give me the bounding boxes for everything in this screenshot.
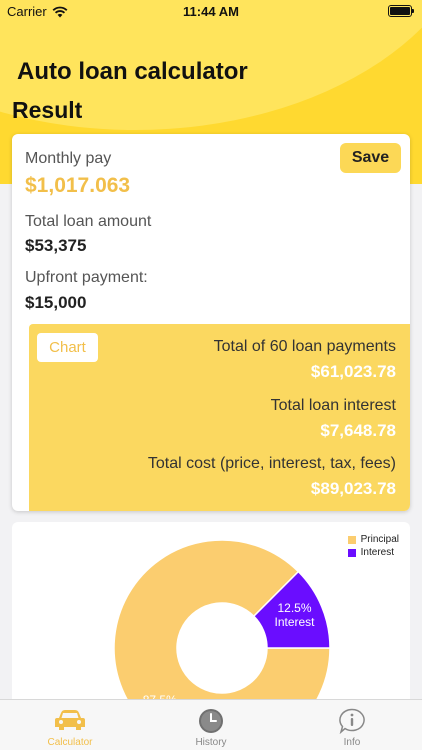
donut-label-interest: 12.5% Interest [275, 601, 316, 629]
info-chat-icon [339, 708, 365, 734]
legend-item-principal: Principal [347, 533, 399, 546]
total-cost-label: Total cost (price, interest, tax, fees) [147, 455, 396, 472]
loan-interest-label: Total loan interest [270, 397, 396, 414]
tab-label-history: History [195, 737, 227, 748]
status-bar: Carrier 11:44 AM [0, 0, 422, 24]
donut-chart: 87.5%Principal12.5%Interest [113, 539, 331, 712]
legend-swatch-principal [347, 535, 356, 544]
wifi-icon [52, 6, 68, 17]
loan-payments-value: $61,023.78 [310, 362, 396, 381]
chart-card: Principal Interest 87.5%Principal12.5%In… [12, 522, 410, 712]
upfront-payment-value: $15,000 [25, 293, 87, 312]
tab-bar: Calculator History Info [0, 699, 422, 750]
clock-time: 11:44 AM [183, 4, 239, 19]
tab-label-calculator: Calculator [47, 737, 93, 748]
battery-icon [388, 5, 414, 17]
result-card: Save Monthly pay $1,017.063 Total loan a… [12, 134, 410, 511]
total-loan-label: Total loan amount [25, 213, 152, 230]
legend-swatch-interest [347, 548, 356, 557]
save-button[interactable]: Save [340, 143, 401, 173]
donut-slice-principal [113, 539, 331, 712]
tab-label-info: Info [343, 737, 361, 748]
tab-calculator[interactable]: Calculator [0, 700, 140, 750]
chart-legend: Principal Interest [347, 533, 399, 559]
total-loan-value: $53,375 [25, 236, 87, 255]
legend-item-interest: Interest [347, 546, 399, 559]
tab-history[interactable]: History [141, 700, 281, 750]
total-cost-value: $89,023.78 [310, 479, 396, 498]
legend-label-interest: Interest [360, 547, 394, 558]
loan-interest-value: $7,648.78 [320, 421, 396, 440]
app-title: Auto loan calculator [17, 58, 248, 85]
clock-icon [199, 709, 223, 733]
legend-label-principal: Principal [360, 534, 399, 545]
section-title: Result [12, 97, 83, 123]
loan-payments-label: Total of 60 loan payments [213, 338, 396, 355]
chart-button[interactable]: Chart [37, 333, 98, 362]
summary-panel: Chart Total of 60 loan payments $61,023.… [29, 324, 410, 511]
donut-slice-interest [252, 570, 331, 649]
monthly-pay-value: $1,017.063 [25, 174, 131, 197]
upfront-payment-label: Upfront payment: [25, 269, 148, 286]
monthly-pay-label: Monthly pay [25, 150, 112, 167]
carrier: Carrier [7, 4, 68, 19]
carrier-name: Carrier [7, 4, 47, 19]
tab-info[interactable]: Info [282, 700, 422, 750]
car-icon [55, 710, 85, 730]
